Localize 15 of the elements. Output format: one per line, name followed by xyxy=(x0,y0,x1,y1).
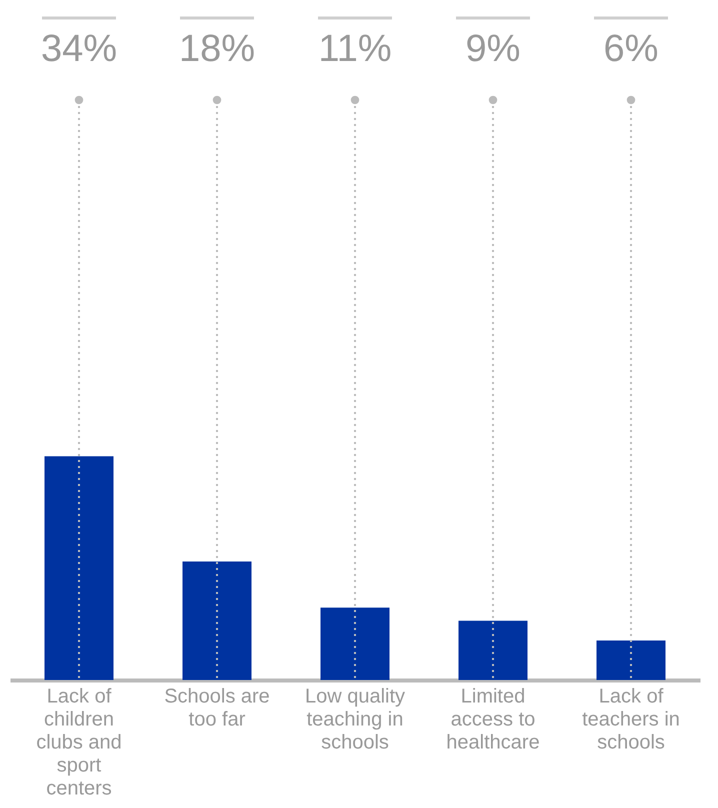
x-tick-label: Schools are too far xyxy=(164,686,270,730)
data-label: 18% xyxy=(178,28,256,70)
x-tick-label: Lack of teachers in schools xyxy=(582,686,680,754)
data-label: 34% xyxy=(40,28,118,70)
x-tick-label: Lack of children clubs and sport centers xyxy=(36,686,122,800)
bar xyxy=(44,456,114,680)
x-tick-label: Low quality teaching in schools xyxy=(304,686,406,754)
bar xyxy=(596,640,666,680)
bar xyxy=(182,562,252,680)
x-tick-label: Limited access to healthcare xyxy=(446,686,540,754)
data-label: 6% xyxy=(604,28,658,70)
data-label: 11% xyxy=(318,28,392,70)
bar xyxy=(320,608,390,680)
data-label: 9% xyxy=(466,28,520,70)
bar xyxy=(458,620,528,680)
